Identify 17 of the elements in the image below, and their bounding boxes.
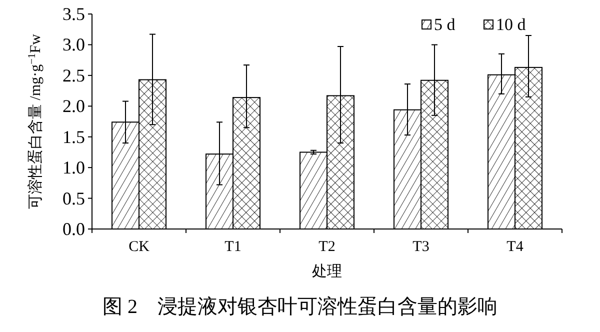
y-tick-label: 2.0 <box>62 96 85 116</box>
x-tick-label: T2 <box>318 239 336 255</box>
y-tick-label: 3.5 <box>62 4 85 24</box>
text: 图 2 浸提液对银杏叶可溶性蛋白含量的影响 <box>102 296 498 318</box>
y-tick-label: 3.0 <box>62 34 85 55</box>
x-tick-label: T1 <box>224 239 242 255</box>
x-axis-title: 处理 <box>312 263 342 280</box>
legend-label: 5 d <box>434 15 456 34</box>
x-tick-label: T4 <box>506 239 524 255</box>
legend-label: 10 d <box>496 15 526 34</box>
y-tick-label: 1.0 <box>62 158 85 178</box>
y-tick-label: 2.5 <box>62 65 85 86</box>
y-tick-label: 0.0 <box>62 219 85 239</box>
y-tick-label: 0.5 <box>62 188 85 208</box>
x-tick-label: CK <box>128 239 150 255</box>
y-tick-label: 1.5 <box>62 126 85 147</box>
x-tick-label: T3 <box>412 239 430 255</box>
